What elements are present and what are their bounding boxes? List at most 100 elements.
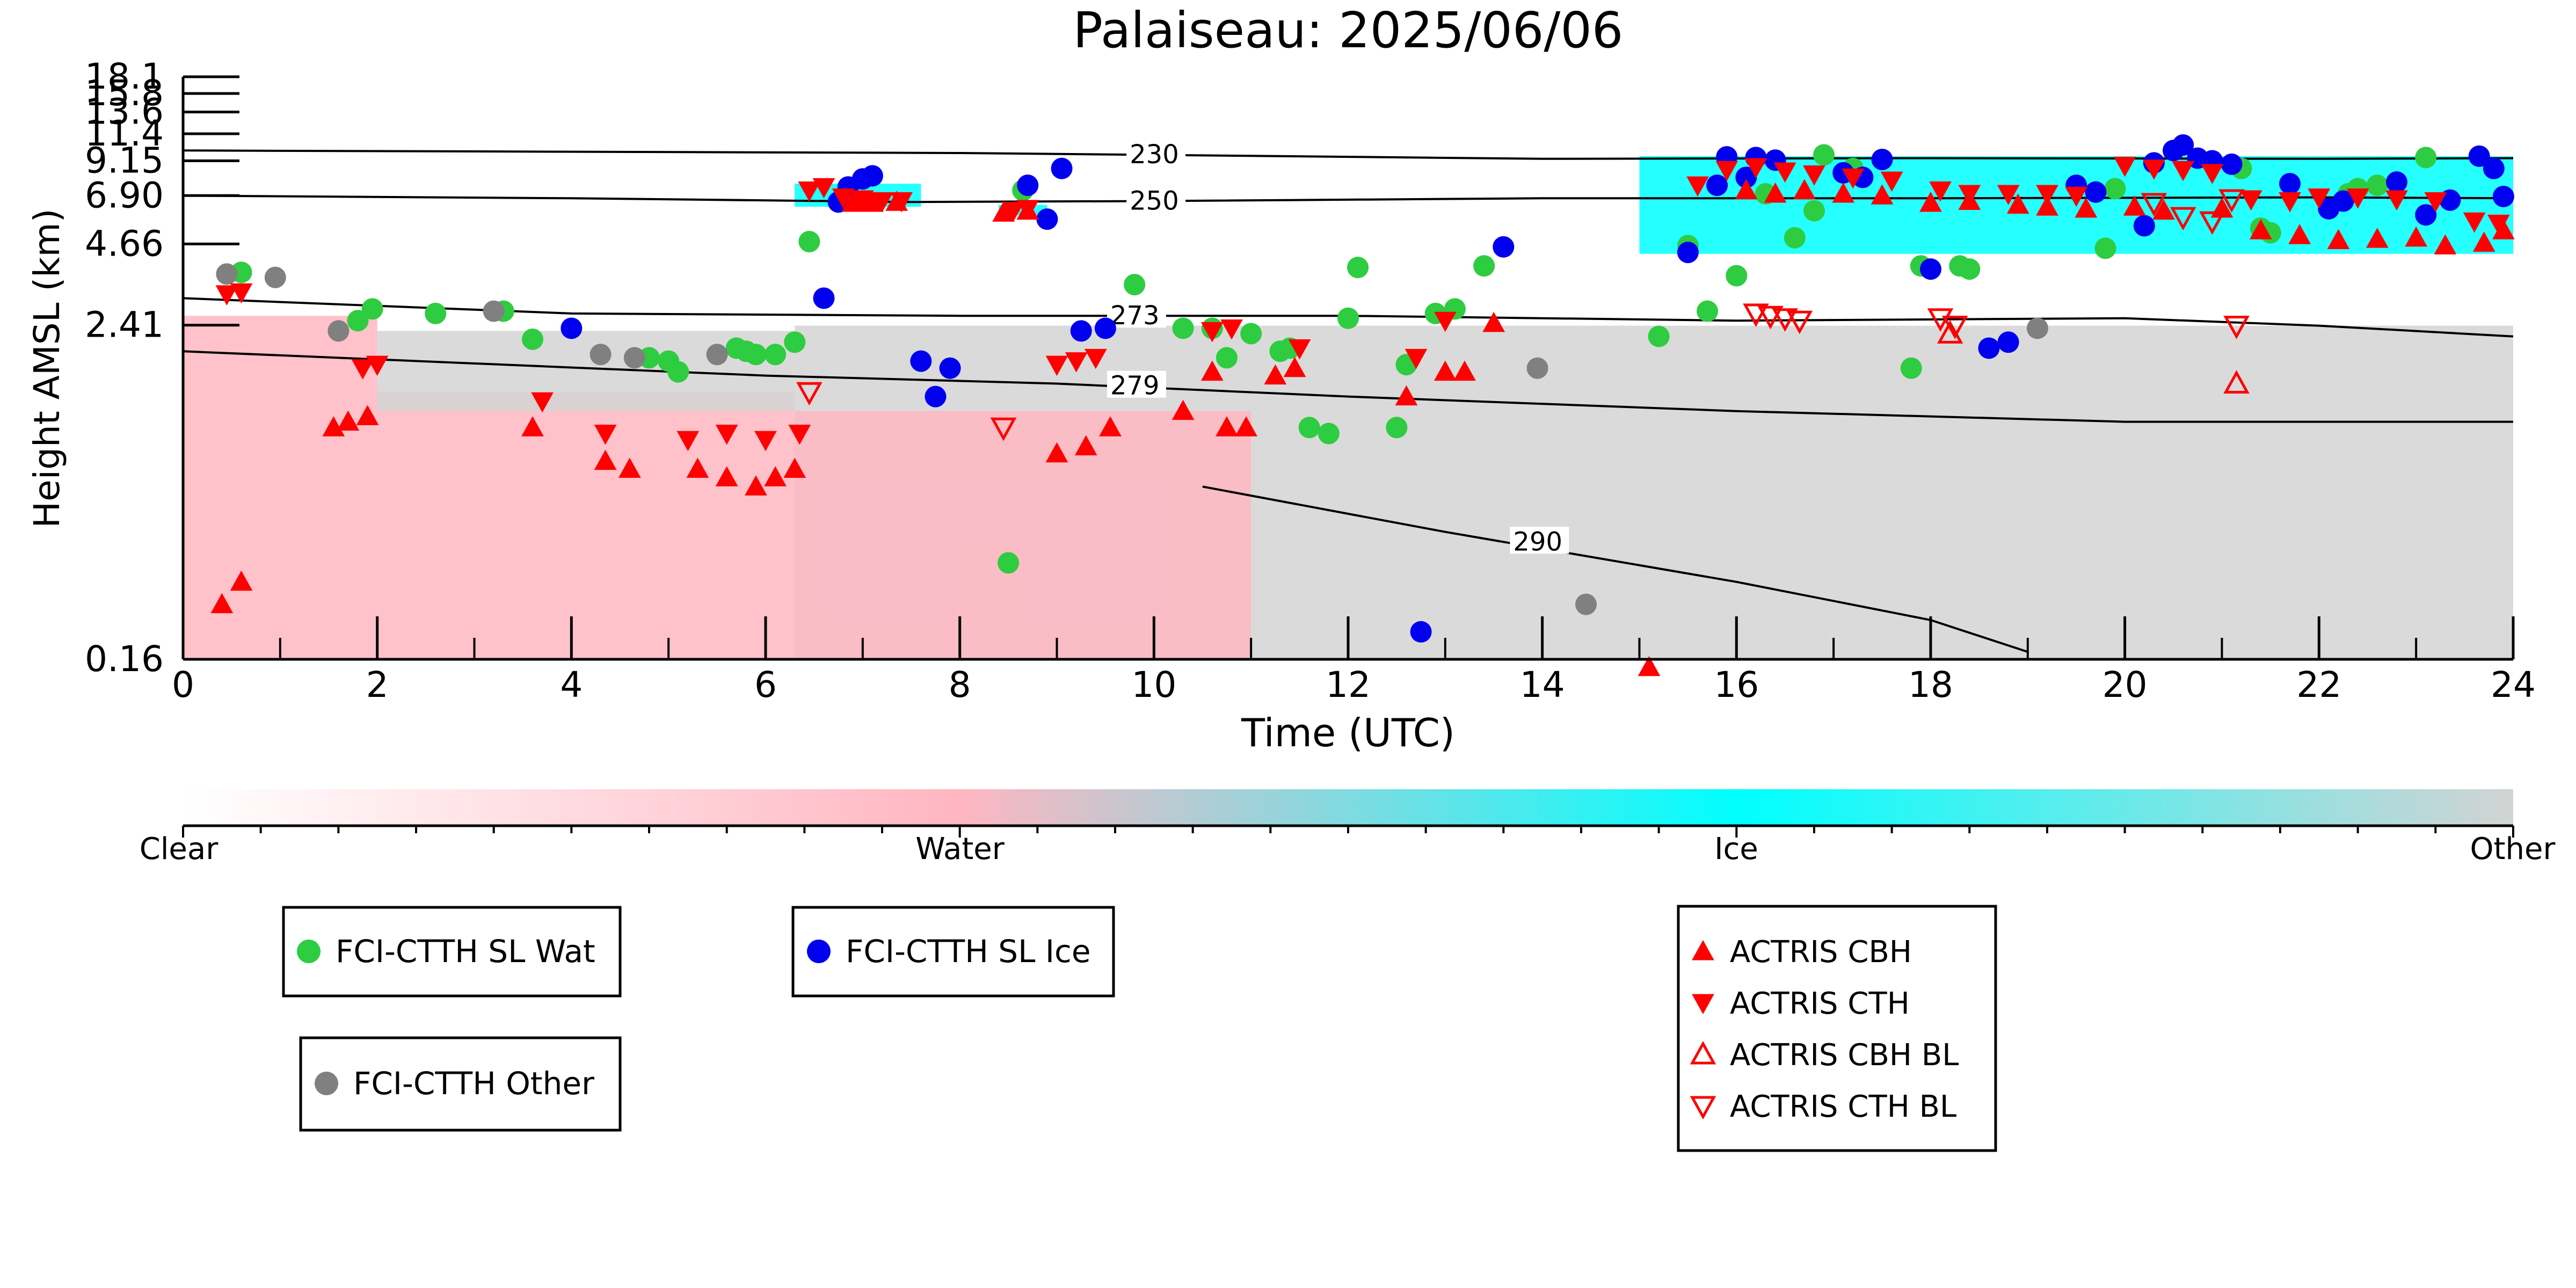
data-markers xyxy=(210,134,2515,676)
contour-label-bg xyxy=(1107,301,1166,328)
legend-label-cbh: ACTRIS CBH xyxy=(1730,935,1912,970)
actris-cth-point xyxy=(2239,190,2262,211)
x-tick-label: 14 xyxy=(1520,664,1565,705)
contour-label-273: 273 xyxy=(1110,301,1160,331)
actris-cth-point xyxy=(1433,311,1457,332)
actris-cbh-point xyxy=(230,570,253,591)
actris-cth-point xyxy=(832,188,855,209)
legend-box xyxy=(1677,905,1997,1152)
fci-ctth-sl-ice-point xyxy=(2415,204,2437,226)
x-tick-label: 8 xyxy=(949,664,971,705)
legend-actris-markers xyxy=(1690,940,1716,1120)
x-axis-label: Time (UTC) xyxy=(1241,710,1455,755)
background-water xyxy=(795,411,1251,659)
actris-cbh-point xyxy=(1764,182,1787,203)
actris-cth-point xyxy=(1880,171,1903,192)
legend-label-sl-ice: FCI-CTTH SL Ice xyxy=(846,933,1091,970)
actris-cth-point xyxy=(1002,202,1024,222)
actris-cth-point xyxy=(2346,188,2369,209)
actris-cth-point xyxy=(1997,185,2020,206)
fci-ctth-sl-wat-point xyxy=(2104,178,2126,200)
actris-cbh-point xyxy=(1919,191,1942,212)
actris-cbh-point xyxy=(2123,195,2146,216)
actris-cth-point xyxy=(812,178,835,199)
x-tick-label: 22 xyxy=(2296,664,2341,705)
fci-ctth-other-point xyxy=(264,266,286,288)
legend-marker-actris-3 xyxy=(1690,1096,1716,1120)
fci-ctth-sl-wat-point xyxy=(2415,147,2437,169)
legend-marker-actris-1 xyxy=(1692,994,1714,1015)
y-tick-label: 0.16 xyxy=(85,638,164,680)
actris-cth-point xyxy=(2113,156,2136,177)
actris-cbh-point xyxy=(1735,179,1758,200)
actris-cbh-point xyxy=(1395,385,1418,406)
actris-cbh-point xyxy=(1638,656,1661,676)
fci-ctth-sl-ice-point xyxy=(925,385,947,407)
colorbar-label-ice: Ice xyxy=(1714,832,1758,867)
fci-ctth-sl-wat-point xyxy=(798,230,820,252)
actris-cth-point xyxy=(1016,200,1039,220)
actris-cth-point xyxy=(2463,212,2486,233)
fci-ctth-sl-wat-point xyxy=(347,310,369,332)
fci-ctth-sl-ice-point xyxy=(1036,208,1058,230)
actris-cth-bl-point xyxy=(1772,308,1798,332)
actris-cth-point xyxy=(230,283,253,304)
actris-cbh-bl-point xyxy=(1937,320,1963,344)
fci-ctth-sl-ice-point xyxy=(1997,331,2019,353)
actris-cbh-bl-point xyxy=(2223,370,2250,394)
actris-cbh-point xyxy=(1482,311,1505,332)
actris-cth-point xyxy=(2279,192,2301,213)
contour-label-bg xyxy=(1107,370,1166,398)
contour-label-250: 250 xyxy=(1130,186,1179,216)
fci-ctth-sl-wat-point xyxy=(1803,200,1825,222)
actris-cbh-point xyxy=(686,457,709,478)
actris-cth-point xyxy=(594,424,617,445)
y-tick-label: 9.15 xyxy=(85,140,164,181)
fci-ctth-sl-wat-point xyxy=(2366,174,2388,197)
fci-ctth-sl-ice-point xyxy=(2468,145,2490,167)
fci-ctth-sl-wat-point xyxy=(522,328,543,350)
fci-ctth-sl-ice-point xyxy=(2332,190,2354,212)
actris-cbh-point xyxy=(1216,416,1238,436)
actris-cth-bl-point xyxy=(990,417,1017,441)
actris-cth-point xyxy=(2308,188,2331,209)
contour-230 xyxy=(183,149,2513,160)
actris-cbh-point xyxy=(1832,182,1855,203)
actris-cbh-point xyxy=(210,593,234,614)
actris-cth-point xyxy=(1045,355,1068,376)
x-tick-label: 2 xyxy=(366,664,389,705)
actris-cbh-point xyxy=(2366,228,2389,248)
legend-marker-sl-ice xyxy=(807,940,831,963)
colorbar-label-water: Water xyxy=(915,832,1005,867)
actris-cth-point xyxy=(754,431,777,452)
actris-cth-point xyxy=(1686,176,1709,197)
fci-ctth-sl-wat-point xyxy=(1318,423,1340,445)
fci-ctth-sl-wat-point xyxy=(784,331,806,353)
actris-cth-bl-point xyxy=(1941,316,1968,339)
fci-ctth-sl-ice-point xyxy=(1070,320,1092,342)
legend-label-cth: ACTRIS CTH xyxy=(1730,986,1910,1021)
fci-ctth-other-point xyxy=(1526,357,1548,379)
actris-cbh-point xyxy=(1264,364,1287,385)
actris-cth-point xyxy=(1744,158,1767,179)
actris-cbh-point xyxy=(2075,197,2098,218)
legend-marker-actris-0 xyxy=(1692,940,1714,960)
x-tick-label: 24 xyxy=(2491,664,2536,705)
actris-cth-bl-point xyxy=(1757,305,1784,330)
fci-ctth-other-point xyxy=(483,300,505,322)
legend-marker-sl-wat xyxy=(297,940,321,963)
actris-cth-point xyxy=(676,431,700,452)
fci-ctth-sl-ice-point xyxy=(910,350,932,372)
actris-cbh-point xyxy=(2327,229,2350,250)
actris-cth-point xyxy=(2201,164,2224,184)
actris-cbh-point xyxy=(783,457,806,478)
actris-cth-point xyxy=(2172,161,2195,181)
actris-cth-point xyxy=(366,355,389,376)
legend-box xyxy=(299,1036,622,1132)
actris-cbh-point xyxy=(2036,195,2058,216)
background-other xyxy=(377,331,795,411)
fci-ctth-other-point xyxy=(1575,593,1597,615)
fci-ctth-sl-ice-point xyxy=(2492,185,2514,207)
actris-cth-point xyxy=(871,192,893,213)
fci-ctth-sl-ice-point xyxy=(2172,134,2194,156)
